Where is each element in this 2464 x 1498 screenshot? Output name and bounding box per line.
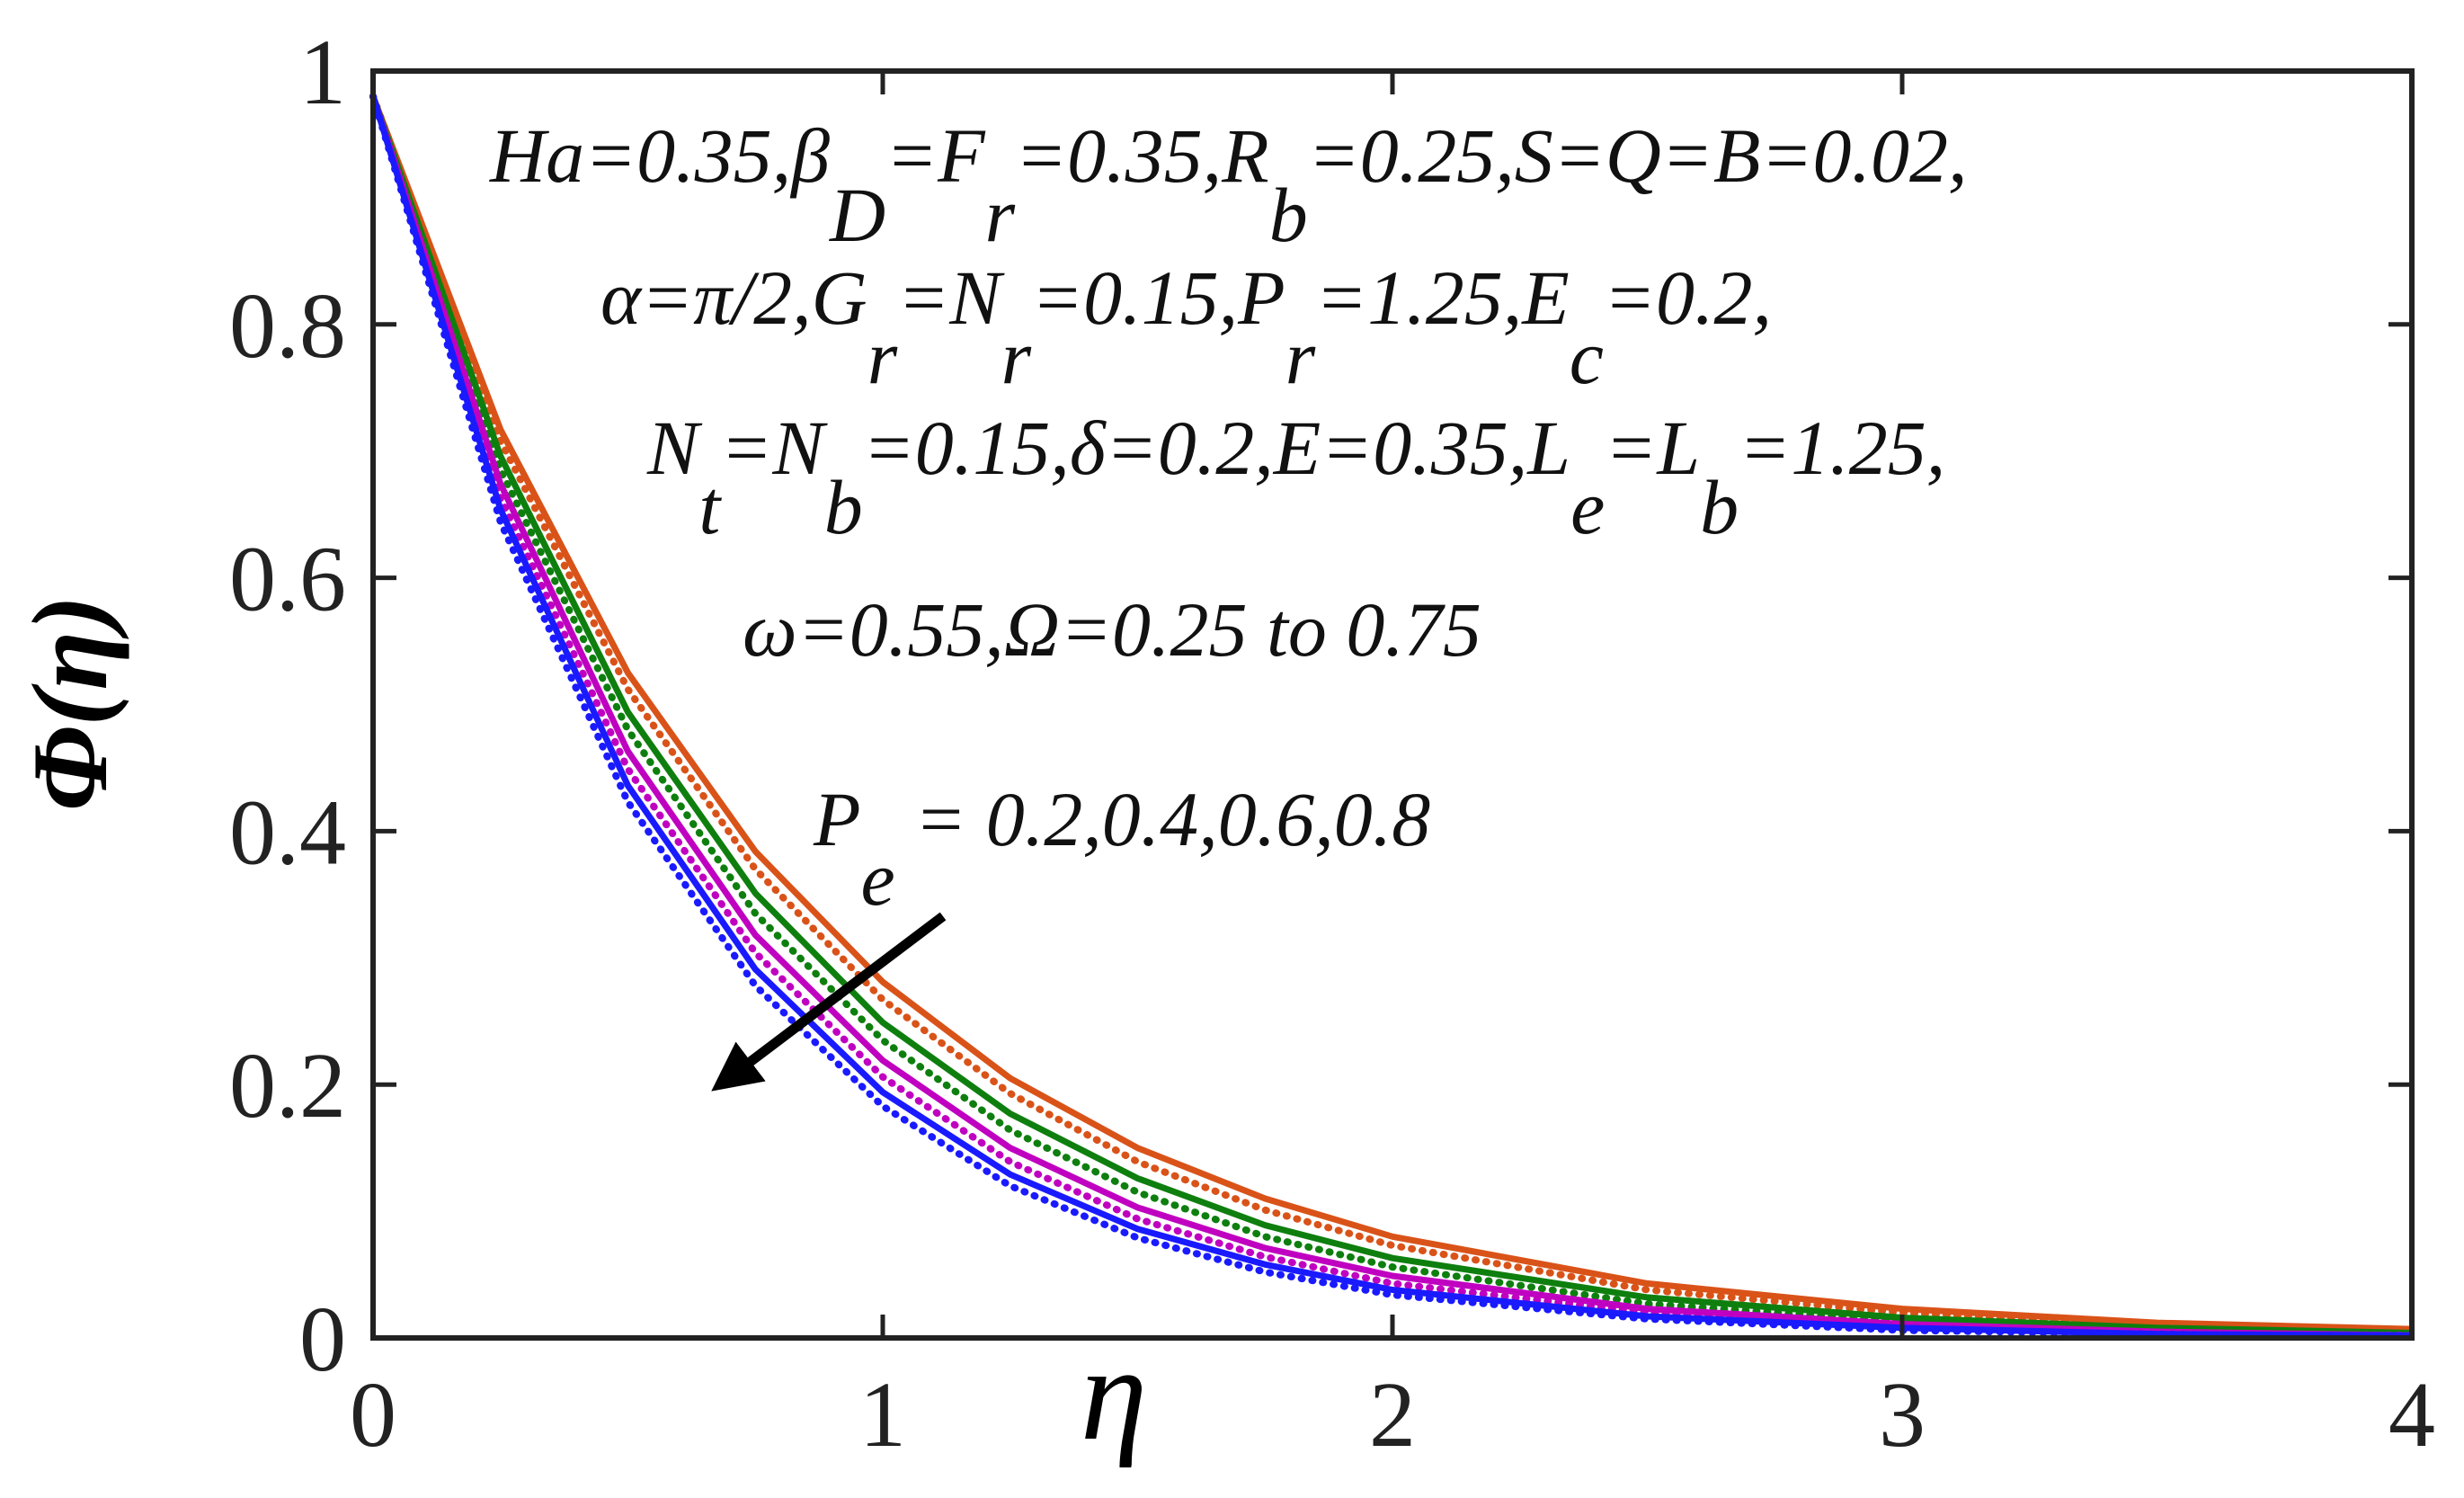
x-tick-label: 3 bbox=[1879, 1363, 1926, 1467]
annotation: α=π/2,Gr=Nr=0.15,Pr=1.25,Ec=0.2, bbox=[600, 254, 1772, 400]
annotation-subscript: b bbox=[1269, 172, 1308, 258]
annotation-part: =0.25,S=Q=B=0.02, bbox=[1308, 112, 1968, 199]
annotation-part: = 0.2,0.4,0.6,0.8 bbox=[895, 776, 1431, 862]
annotation-part: =1.25,E bbox=[1315, 254, 1570, 341]
annotation-part: =N bbox=[897, 254, 1005, 341]
data-line bbox=[369, 93, 2415, 1335]
annotation: Nt=Nb=0.15,δ=0.2,E=0.35,Le=Lb=1.25, bbox=[646, 405, 1945, 550]
annotation-part: N bbox=[646, 405, 703, 491]
annotation-subscript: b bbox=[1700, 464, 1739, 550]
y-tick-label: 0.2 bbox=[229, 1034, 346, 1137]
annotation: ω=0.55,Ω=0.25 to 0.75 bbox=[743, 586, 1481, 673]
annotation-part: =0.15,P bbox=[1031, 254, 1285, 341]
annotation: Pe = 0.2,0.4,0.6,0.8 bbox=[813, 776, 1430, 922]
y-tick-label: 0.4 bbox=[229, 780, 346, 884]
annotation-subscript: t bbox=[698, 464, 722, 550]
annotation-part: Ha=0.35,β bbox=[489, 112, 830, 199]
data-line bbox=[369, 94, 2413, 1333]
annotation-part: ω=0.55,Ω=0.25 to 0.75 bbox=[743, 586, 1481, 673]
labels: 0 1 2 3 400.20.40.60.81Ha=0.35,βD=Fr=0.35,Rb… bbox=[229, 21, 2435, 1467]
annotation-part: =0.15,δ=0.2,E=0.35,L bbox=[863, 405, 1570, 491]
annotation-part: P bbox=[813, 776, 861, 862]
annotation-subscript: r bbox=[1285, 314, 1316, 400]
annotation-subscript: c bbox=[1570, 314, 1604, 400]
frame bbox=[370, 68, 2415, 1341]
x-tick-label: 2 bbox=[1369, 1363, 1416, 1467]
y-tick-label: 0.6 bbox=[229, 528, 346, 631]
annotation-part: =0.2, bbox=[1604, 254, 1772, 341]
annotation-subscript: r bbox=[985, 172, 1016, 258]
y-tick-label: 0.8 bbox=[229, 274, 346, 378]
y-axis-label: Φ(η) bbox=[10, 595, 129, 811]
annotation-part: =1.25, bbox=[1739, 405, 1945, 491]
x-tick-label: 1 bbox=[859, 1363, 906, 1467]
data-line bbox=[369, 93, 2415, 1338]
annotation-subscript: e bbox=[861, 835, 895, 922]
annotation-subscript: D bbox=[829, 172, 885, 258]
x-axis-label: η bbox=[1081, 1319, 1147, 1468]
annotation-part: =N bbox=[720, 405, 828, 491]
annotation-subscript: r bbox=[1001, 314, 1032, 400]
annotation: Ha=0.35,βD=Fr=0.35,Rb=0.25,S=Q=B=0.02, bbox=[489, 112, 1968, 258]
y-tick-label: 1 bbox=[299, 21, 346, 124]
y-tick-label: 0 bbox=[299, 1288, 346, 1391]
annotation-subscript: e bbox=[1570, 464, 1605, 550]
arrow bbox=[711, 912, 947, 1092]
annotation-part: α=π/2,G bbox=[600, 254, 867, 341]
annotation-part: =F bbox=[885, 112, 986, 199]
annotation-subscript: b bbox=[824, 464, 863, 550]
x-tick-label: 4 bbox=[2388, 1363, 2435, 1467]
x-tick-label: 0 bbox=[350, 1363, 396, 1467]
annotation-subscript: r bbox=[867, 314, 898, 400]
annotation-part: =0.35,R bbox=[1015, 112, 1269, 199]
annotation-part: =L bbox=[1605, 405, 1700, 491]
